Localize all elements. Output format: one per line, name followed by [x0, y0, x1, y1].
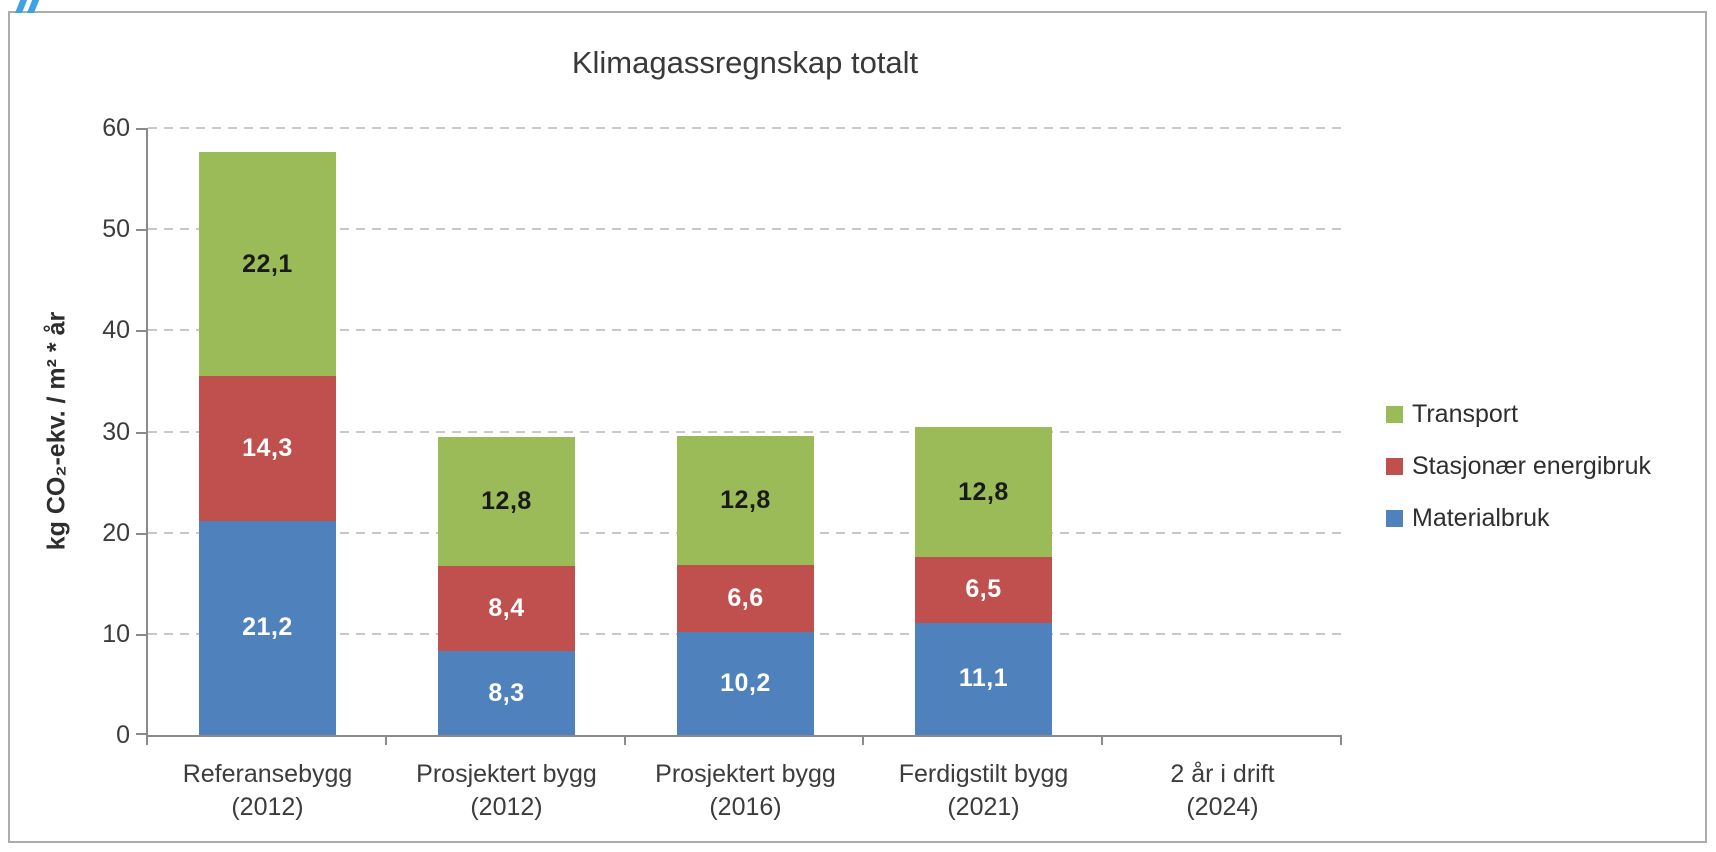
bar-segment: 8,4: [438, 566, 575, 652]
text-cursor-artifact-icon: [14, 0, 43, 18]
x-tick-mark: [624, 735, 626, 745]
bar-value-label: 12,8: [720, 485, 771, 514]
bar-value-label: 12,8: [958, 477, 1009, 506]
bar-value-label: 6,5: [965, 575, 1002, 604]
bar-value-label: 6,6: [727, 583, 764, 612]
bar-value-label: 11,1: [958, 664, 1009, 693]
gridline: [148, 430, 1342, 433]
bar-value-label: 12,8: [481, 486, 532, 515]
y-tick-mark: [136, 633, 146, 636]
x-tick-mark: [1101, 735, 1103, 745]
gridline: [148, 228, 1342, 231]
y-tick-mark: [136, 431, 146, 434]
category-label: Prosjektert bygg (2012): [416, 760, 597, 821]
bar-segment: 11,1: [915, 622, 1052, 735]
legend-item: Transport: [1386, 400, 1651, 428]
category-label: Ferdigstilt bygg (2021): [898, 760, 1069, 821]
y-tick-label: 30: [102, 417, 130, 446]
x-axis-line: [146, 735, 1342, 737]
legend-swatch: [1386, 405, 1403, 423]
bar-value-label: 21,2: [242, 613, 293, 642]
bar-segment: 14,3: [199, 375, 336, 521]
legend-label: Materialbruk: [1412, 503, 1550, 532]
y-tick-label: 60: [102, 114, 130, 142]
y-tick-label: 50: [102, 215, 130, 244]
x-tick-mark: [1340, 735, 1342, 745]
bar-value-label: 10,2: [720, 668, 771, 697]
bar-segment: 12,8: [915, 427, 1052, 557]
legend-label: Stasjonær energibruk: [1412, 451, 1652, 480]
y-tick-mark: [136, 733, 146, 735]
gridline: [148, 329, 1342, 332]
bar-segment: 21,2: [199, 520, 336, 735]
y-tick-label: 20: [102, 518, 130, 547]
y-tick-mark: [136, 532, 146, 535]
y-tick-mark: [136, 330, 146, 333]
legend-item: Stasjonær energibruk: [1386, 452, 1651, 480]
y-tick-label: 40: [102, 316, 130, 345]
legend-item: Materialbruk: [1386, 504, 1651, 532]
legend-swatch: [1386, 457, 1403, 475]
bar-value-label: 8,3: [488, 678, 525, 707]
y-axis-title: kg CO₂-ekv. / m² * år: [42, 311, 71, 551]
legend: Transport Stasjonær energibruk Materialbru…: [1386, 400, 1651, 556]
bar-segment: 6,5: [915, 556, 1052, 623]
bar-segment: 8,3: [438, 651, 575, 735]
cursor-stroke-icon: [26, 0, 43, 13]
bar-segment: 10,2: [677, 631, 814, 735]
legend-swatch: [1386, 509, 1403, 527]
category-label: Referansebygg (2012): [182, 760, 353, 821]
bar-segment: 6,6: [677, 565, 814, 632]
y-tick-mark: [136, 128, 146, 130]
category-label: Prosjektert bygg (2016): [655, 760, 836, 821]
bar-segment: 22,1: [199, 152, 336, 376]
y-tick-mark: [136, 229, 146, 232]
y-axis-line: [146, 128, 148, 737]
y-tick-label: 10: [102, 619, 130, 648]
y-tick-label: 0: [116, 721, 130, 749]
bar-segment: 12,8: [677, 435, 814, 566]
category-label: 2 år i drift (2024): [1170, 760, 1275, 821]
chart-title: Klimagassregnskap totalt: [571, 45, 919, 80]
bar-value-label: 22,1: [242, 249, 293, 278]
bar-value-label: 14,3: [242, 433, 293, 462]
bar-segment: 12,8: [438, 436, 575, 567]
x-tick-mark: [862, 735, 864, 745]
legend-label: Transport: [1412, 399, 1519, 428]
x-tick-mark: [146, 735, 148, 745]
gridline: [148, 127, 1342, 129]
x-tick-mark: [385, 735, 387, 745]
bar-value-label: 8,4: [488, 594, 525, 623]
plot-area: 0 10 20 30 40 50 60 21,2 14,3 22,1 Referansebygg (…: [102, 114, 1342, 821]
